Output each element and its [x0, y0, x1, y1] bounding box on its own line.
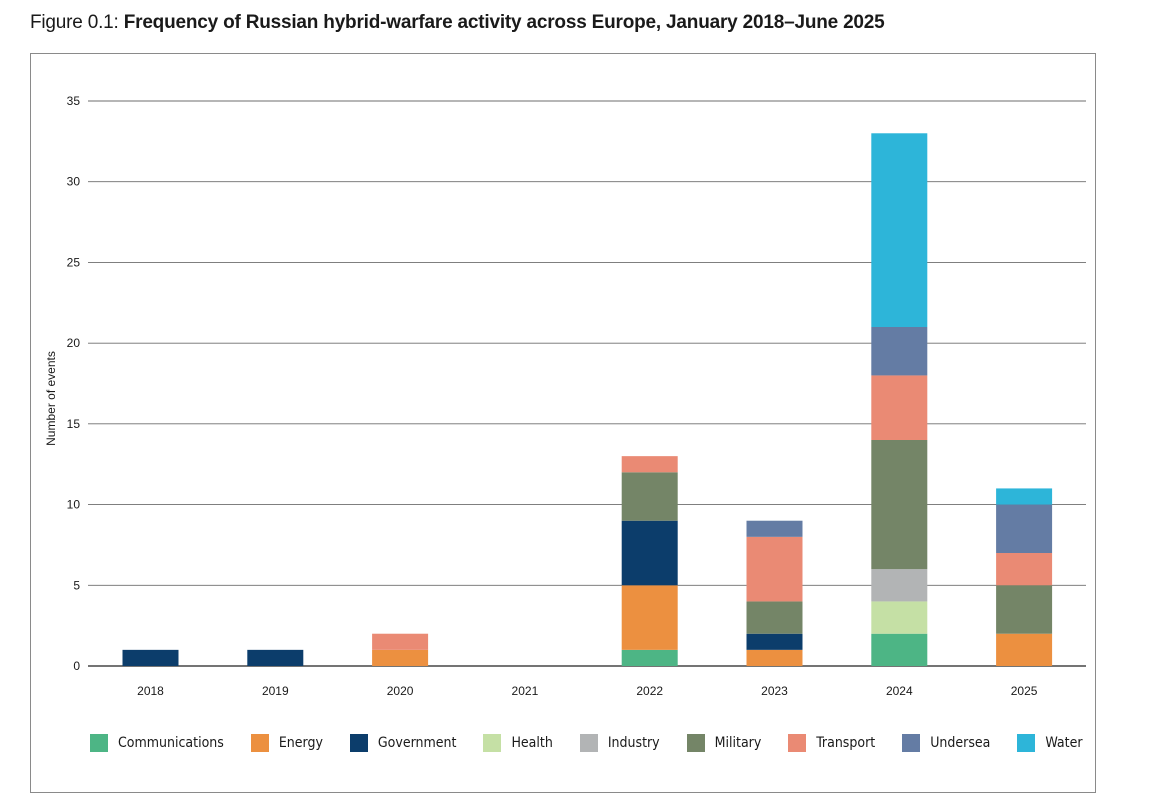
bar-2020-energy — [372, 649, 429, 666]
x-tick-label-2023: 2023 — [761, 684, 788, 698]
legend-item-industry: Industry — [579, 734, 660, 752]
legend-label-energy: Energy — [278, 735, 323, 751]
legend-item-government: Government — [349, 734, 457, 752]
figure-label: Figure 0.1: — [30, 12, 124, 33]
bar-2023-undersea — [746, 520, 803, 537]
y-tick-label-5: 5 — [73, 578, 80, 592]
x-tick-label-2022: 2022 — [636, 684, 663, 698]
legend-swatch-military — [686, 734, 705, 752]
figure-title-text: Frequency of Russian hybrid-warfare acti… — [123, 12, 885, 33]
bar-2018-government — [122, 649, 179, 666]
y-tick-label-30: 30 — [67, 175, 81, 189]
bar-2024-military — [871, 440, 928, 570]
bar-2024-industry — [871, 569, 928, 602]
bar-2022-communications — [621, 649, 678, 666]
legend-swatch-transport — [788, 734, 807, 752]
figure-title: Figure 0.1: Frequency of Russian hybrid-… — [30, 12, 885, 34]
legend-item-water: Water — [1017, 734, 1083, 752]
y-tick-label-10: 10 — [67, 498, 81, 512]
legend-swatch-undersea — [902, 734, 921, 752]
x-tick-label-2018: 2018 — [137, 684, 164, 698]
x-tick-label-2019: 2019 — [262, 684, 289, 698]
bar-2024-transport — [871, 375, 928, 440]
bar-2025-energy — [996, 633, 1053, 666]
legend-item-energy: Energy — [250, 734, 323, 752]
y-tick-label-35: 35 — [67, 94, 81, 108]
y-tick-label-0: 0 — [73, 659, 80, 673]
legend-label-government: Government — [377, 735, 457, 751]
bar-2022-military — [621, 472, 678, 521]
legend-item-transport: Transport — [788, 734, 875, 752]
legend-label-health: Health — [511, 735, 553, 751]
legend-label-military: Military — [714, 735, 762, 751]
bar-2025-military — [996, 585, 1053, 634]
bar-2022-government — [621, 520, 678, 586]
y-tick-label-15: 15 — [67, 417, 81, 431]
y-axis-label: Number of events — [44, 351, 58, 446]
bar-2023-transport — [746, 536, 803, 602]
bar-2022-transport — [621, 456, 678, 473]
legend-swatch-health — [483, 734, 502, 752]
legend-swatch-government — [349, 734, 368, 752]
legend-swatch-water — [1017, 734, 1036, 752]
legend-swatch-industry — [579, 734, 598, 752]
legend-label-water: Water — [1045, 735, 1083, 751]
x-tick-label-2021: 2021 — [512, 684, 539, 698]
legend-swatch-communications — [90, 734, 108, 752]
legend-label-industry: Industry — [607, 735, 660, 751]
bar-2024-water — [871, 133, 928, 327]
x-tick-label-2025: 2025 — [1011, 684, 1038, 698]
x-tick-label-2020: 2020 — [387, 684, 414, 698]
bar-2023-energy — [746, 649, 803, 666]
y-tick-label-20: 20 — [67, 336, 81, 350]
legend-label-transport: Transport — [816, 735, 876, 751]
legend-item-undersea: Undersea — [902, 734, 990, 752]
legend-item-health: Health — [483, 734, 553, 752]
bar-2023-military — [746, 601, 803, 634]
bar-2025-water — [996, 488, 1053, 505]
chart-frame — [30, 53, 1096, 793]
x-tick-label-2024: 2024 — [886, 684, 913, 698]
bar-2025-undersea — [996, 504, 1053, 553]
legend-label-communications: Communications — [118, 735, 224, 751]
bar-2025-transport — [996, 553, 1053, 586]
bar-2022-energy — [621, 585, 678, 650]
bar-2020-transport — [372, 633, 429, 650]
legend-item-communications: Communications — [90, 734, 224, 752]
y-tick-label-25: 25 — [67, 255, 81, 269]
legend-swatch-energy — [250, 734, 269, 752]
bar-2024-health — [871, 601, 928, 634]
legend-item-military: Military — [686, 734, 762, 752]
legend-label-undersea: Undersea — [930, 735, 991, 751]
bar-2024-communications — [871, 633, 928, 666]
bar-2019-government — [247, 649, 304, 666]
bar-2023-government — [746, 633, 803, 650]
bar-2024-undersea — [871, 327, 928, 376]
chart-legend: Communications Energy Government Health Indu… — [90, 733, 1083, 753]
